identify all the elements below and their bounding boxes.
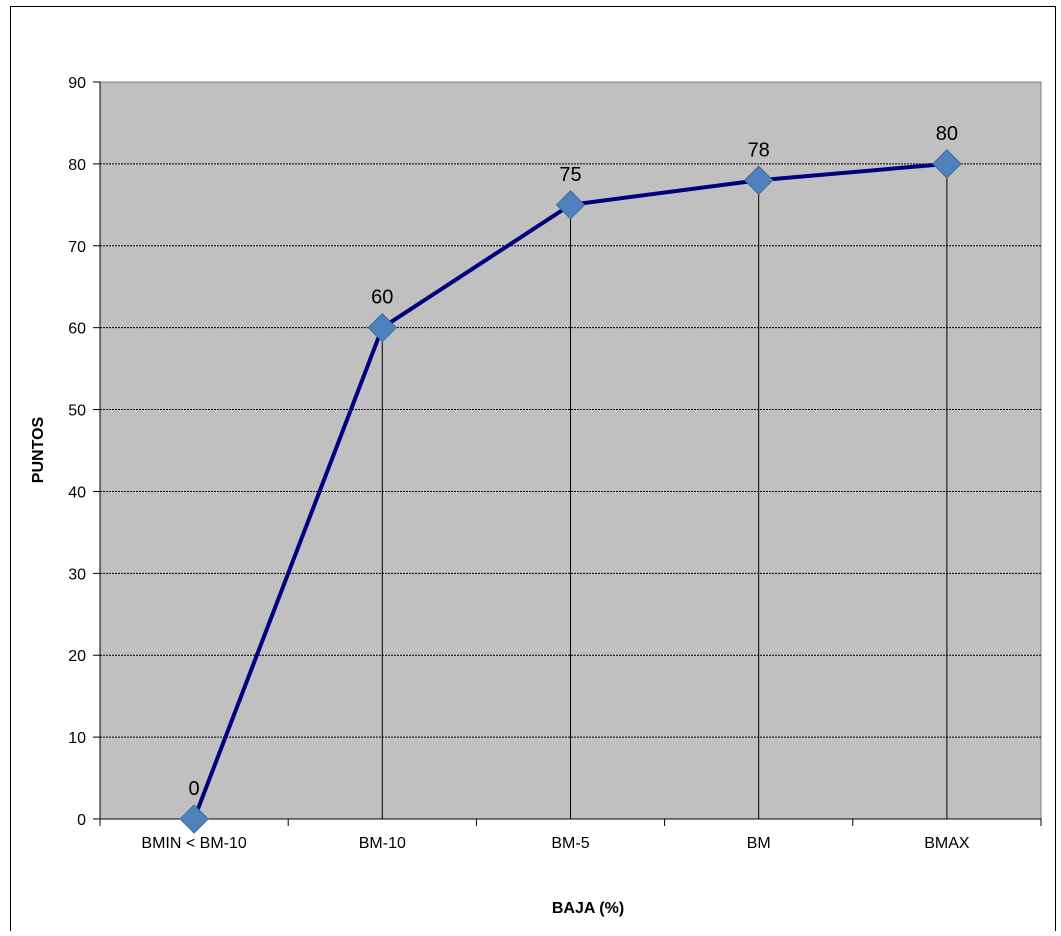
y-tick-label: 80 [68,157,86,174]
y-tick-label: 90 [68,75,86,92]
y-tick-label: 70 [68,239,86,256]
x-tick-label: BMIN < BM-10 [141,835,246,852]
data-label: 75 [559,164,581,186]
y-tick-label: 60 [68,321,86,338]
x-tick-label: BM-10 [359,835,406,852]
gridlines [100,163,1041,738]
y-tick-label: 10 [68,730,86,747]
data-point-marker [179,804,209,834]
y-tick-label: 30 [68,566,86,583]
data-point-marker [932,149,962,179]
x-tick-label: BMAX [924,835,970,852]
x-tick-label: BM [747,835,771,852]
x-tick-label: BM-5 [551,835,589,852]
y-axis-ticks: 0 10 20 30 40 50 60 70 80 90 [68,75,100,829]
data-labels-group: 0 60 75 78 80 [189,123,958,800]
data-point-marker [367,312,398,343]
data-label: 78 [748,139,770,161]
x-axis-title: BAJA (%) [552,900,624,917]
markers-group [179,149,962,834]
y-tick-label: 40 [68,484,86,501]
y-tick-label: 50 [68,403,86,420]
y-axis-title: PUNTOS [30,416,47,483]
y-tick-label: 20 [68,648,86,665]
x-axis-ticks: BMIN < BM-10 BM-10 BM-5 BM BMAX [99,819,1042,852]
data-point-marker [555,190,586,220]
data-point-marker [743,165,774,195]
data-label: 0 [189,778,200,800]
drop-lines [381,163,948,819]
data-label: 80 [936,123,958,145]
y-tick-label: 0 [77,812,86,829]
data-label: 60 [371,287,393,309]
